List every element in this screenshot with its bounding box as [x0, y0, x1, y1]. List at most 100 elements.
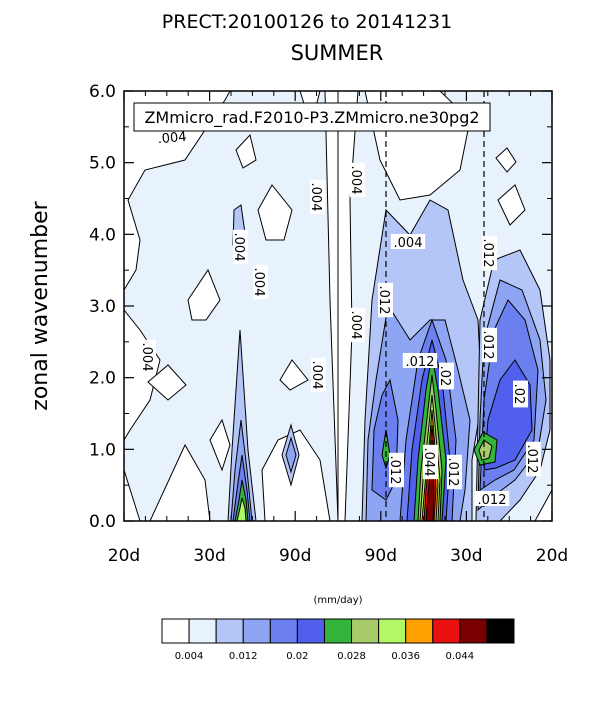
contour-label: .012	[480, 327, 497, 363]
x-tick-label: 90d	[365, 546, 397, 566]
contour-label-text: .004	[157, 130, 187, 147]
contour-label: .012	[524, 441, 541, 477]
colorbar-box	[432, 618, 461, 644]
contour-label: .004	[231, 229, 248, 265]
contour-label: .012	[402, 353, 438, 370]
y-axis-label: zonal wavenumber	[28, 200, 53, 410]
contour-label: .012	[387, 452, 404, 488]
colorbar: 0.004 0.012 0.02 0.028 0.036 0.044	[161, 618, 515, 662]
contour-label-bg	[474, 491, 510, 506]
contour-label-text: .02	[437, 366, 452, 387]
contour-label-text: .012	[445, 458, 460, 487]
colorbar-label: 0.036	[391, 651, 420, 662]
contour-label-bg	[350, 162, 365, 198]
contour-label-bg	[423, 444, 438, 480]
contour-label-bg	[253, 264, 268, 300]
contour-label: .044	[421, 444, 438, 480]
contour-label-text: .004	[348, 166, 363, 195]
contour-label: .02	[437, 362, 454, 390]
contour-label: .02	[511, 380, 528, 408]
contour-labels: .004 .004 .004 .004 .004 .004 .004 .004 .004 .012…	[139, 127, 541, 508]
case-label-box	[133, 102, 491, 132]
contour-label-text: .012	[406, 355, 435, 370]
contour-label-bg	[447, 454, 462, 490]
x-tick-label: 30d	[450, 546, 482, 566]
colorbar-box	[351, 618, 380, 644]
contour-label-text: .012	[480, 331, 495, 360]
contour-label-bg	[482, 327, 497, 363]
contour-label: .012	[376, 282, 393, 318]
colorbar-units: (mm/day)	[313, 595, 362, 606]
colorbar-box	[215, 618, 244, 644]
colorbar-label: 0.004	[175, 651, 204, 662]
y-tick-label: 6.0	[89, 82, 116, 102]
plot-area	[123, 90, 553, 522]
contour-label-bg	[402, 353, 438, 368]
chart-title: PRECT:20100126 to 20141231	[162, 11, 452, 33]
colorbar-label: 0.028	[337, 651, 366, 662]
contour-label: .012	[480, 235, 497, 271]
colorbar-box	[405, 618, 434, 644]
contour-label: .004	[348, 162, 365, 198]
colorbar-box	[269, 618, 298, 644]
x-tick-label: 20d	[108, 546, 140, 566]
contour-label-bg	[482, 235, 497, 271]
colorbar-label: 0.02	[286, 651, 308, 662]
contour-label-bg	[526, 441, 541, 477]
contour-label-bg	[154, 127, 190, 146]
contour-fill-white	[123, 90, 553, 522]
x-tick-label: 30d	[193, 546, 225, 566]
contour-label-bg	[350, 307, 365, 343]
y-tick-label: 4.0	[89, 225, 116, 245]
contour-label-text: .004	[231, 233, 246, 262]
contour-label-bg	[513, 380, 528, 408]
contour-label-text: .012	[387, 456, 402, 485]
contour-label-bg	[141, 339, 156, 375]
contour-label: .012	[445, 454, 462, 490]
contour-label-bg	[390, 234, 426, 249]
contour-label: .004	[348, 307, 365, 343]
contour-label-text: .012	[524, 445, 539, 474]
contour-label: .004	[251, 264, 268, 300]
contour-label-bg	[311, 357, 326, 393]
x-axis: 20d 30d 90d 90d 30d 20d	[108, 91, 568, 566]
contour-label-text: .004	[394, 236, 423, 251]
colorbar-box	[323, 618, 353, 644]
contour-label-text: .02	[511, 384, 526, 405]
contour-label-text: .012	[376, 286, 391, 315]
contour-label: .004	[390, 234, 426, 251]
contour-label-bg	[378, 282, 393, 318]
contour-label: .004	[139, 339, 156, 375]
colorbar-box	[161, 618, 190, 644]
y-tick-label: 3.0	[89, 297, 116, 317]
colorbar-label: 0.044	[446, 651, 475, 662]
colorbar-box	[486, 618, 515, 644]
contour-label-bg	[439, 362, 454, 390]
contour-label: .004	[309, 357, 326, 393]
chart-subtitle: SUMMER	[291, 41, 384, 65]
contour-label-text: .044	[421, 448, 436, 477]
contour-label: .004	[154, 127, 190, 147]
contour-label: .012	[474, 491, 510, 508]
colorbar-box	[378, 618, 407, 644]
colorbar-box	[242, 618, 271, 644]
x-tick-label: 20d	[536, 546, 568, 566]
y-tick-label: 0.0	[89, 512, 116, 532]
colorbar-box	[296, 618, 325, 644]
contour-label-text: .012	[478, 493, 507, 508]
contour-label-text: .004	[348, 311, 363, 340]
colorbar-box	[188, 618, 217, 644]
contour-label-bg	[310, 179, 325, 215]
contour-label-text: .004	[309, 361, 324, 390]
y-axis: 0.0 1.0 2.0 3.0 4.0 5.0 6.0	[89, 82, 552, 532]
contour-label-bg	[389, 452, 404, 488]
contour-label-text: .012	[480, 239, 495, 268]
y-tick-label: 1.0	[89, 440, 116, 460]
y-tick-label: 2.0	[89, 369, 116, 389]
contour-label-bg	[233, 229, 248, 265]
y-tick-label: 5.0	[89, 154, 116, 174]
colorbar-box	[459, 618, 488, 644]
colorbar-label: 0.012	[229, 651, 258, 662]
contour-label-text: .004	[251, 268, 266, 297]
